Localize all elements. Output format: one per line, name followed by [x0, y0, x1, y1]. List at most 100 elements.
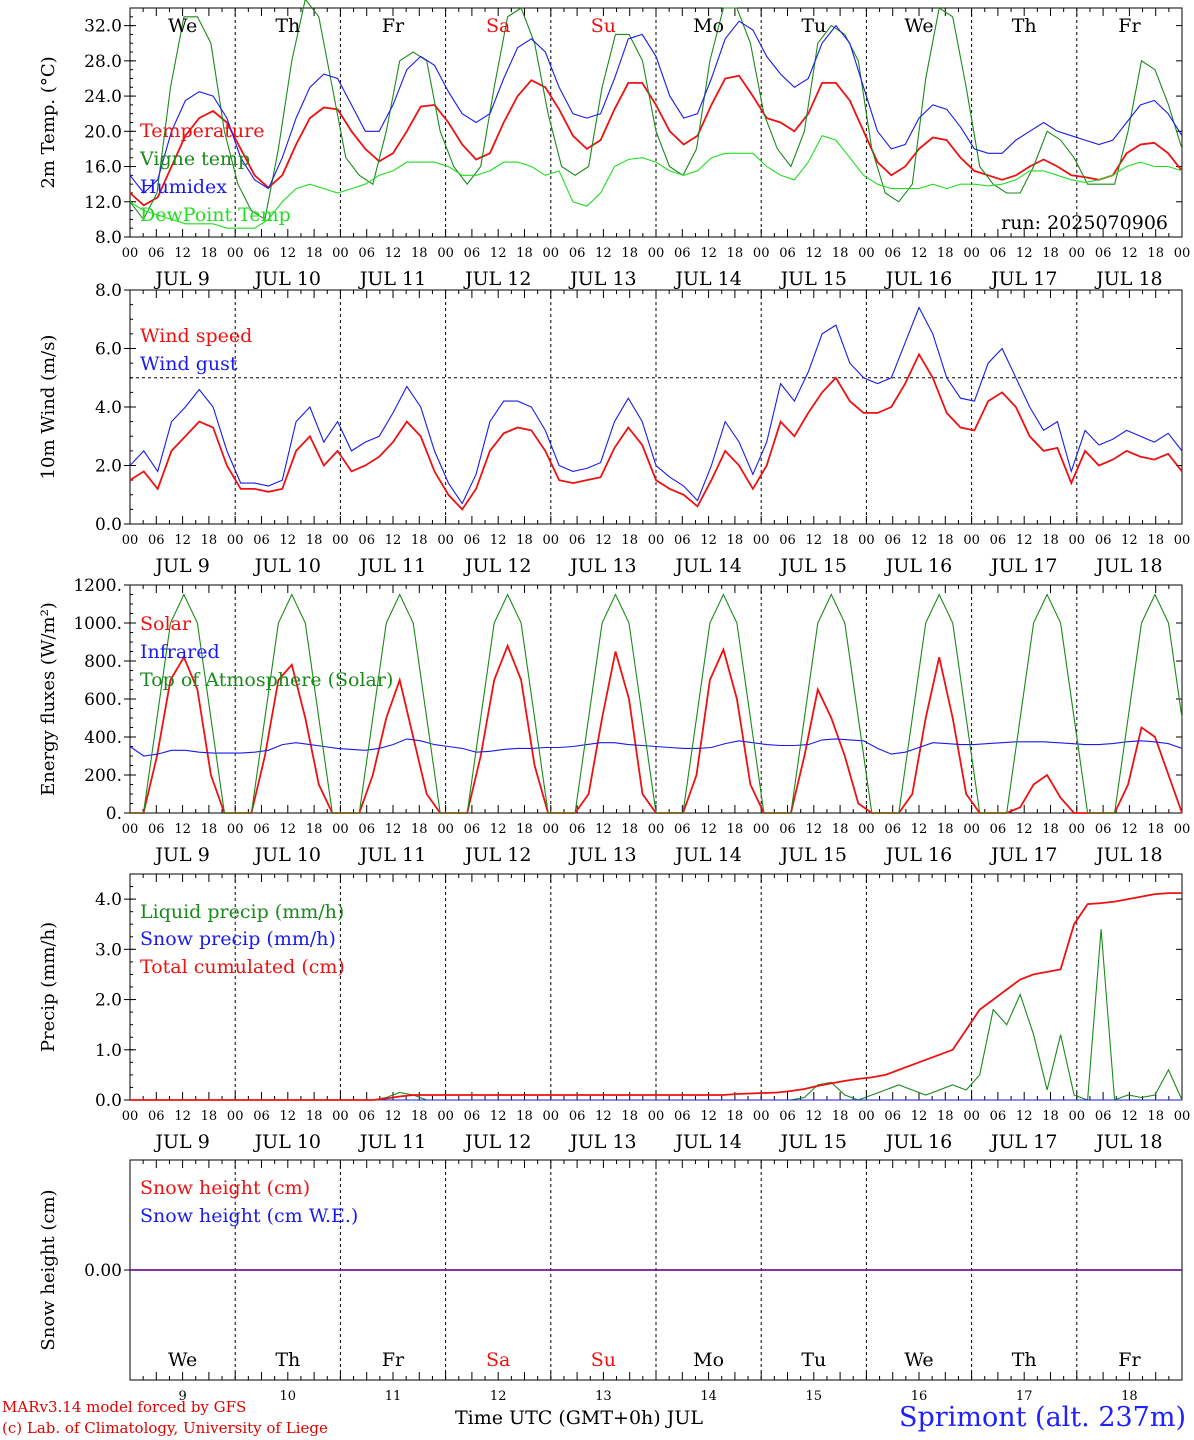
hour-tick-label: 12 — [700, 822, 717, 837]
series-line-wind-gust — [129, 306, 1183, 505]
date-label: JUL 17 — [989, 1131, 1057, 1153]
hour-tick-label: 06 — [253, 533, 270, 548]
date-label: JUL 15 — [779, 268, 847, 290]
series-line-wind-speed — [129, 352, 1183, 511]
series-line-temperature — [129, 74, 1183, 207]
weekday-label: Mo — [693, 1349, 724, 1371]
date-label: JUL 15 — [779, 555, 847, 577]
hour-tick-label: 00 — [332, 822, 349, 837]
hour-tick-label: 06 — [148, 822, 165, 837]
hour-tick-label: 06 — [990, 246, 1007, 261]
hour-tick-label: 00 — [332, 533, 349, 548]
y-tick-label: 24.0 — [84, 87, 122, 107]
hour-tick-label: 00 — [543, 246, 560, 261]
weekday-label: Th — [1012, 15, 1037, 37]
hour-tick-label: 06 — [779, 533, 796, 548]
y-tick-label: 1.0 — [95, 1041, 122, 1061]
y-axis-title: 2m Temp. (°C) — [38, 56, 59, 188]
hour-tick-label: 18 — [937, 533, 954, 548]
model-credit: MARv3.14 model forced by GFS — [2, 1398, 247, 1416]
hour-tick-label: 00 — [858, 533, 875, 548]
hour-tick-label: 00 — [753, 533, 770, 548]
date-label: JUL 10 — [253, 1131, 321, 1153]
hour-tick-label: 06 — [779, 822, 796, 837]
hour-tick-label: 06 — [358, 822, 375, 837]
date-label: JUL 16 — [884, 1131, 952, 1153]
hour-tick-label: 12 — [490, 533, 507, 548]
station-title: Sprimont (alt. 237m) — [899, 1402, 1186, 1433]
y-tick-label: 4.0 — [95, 398, 122, 418]
hour-tick-label: 06 — [1095, 822, 1112, 837]
legend-entry: Vigne temp — [139, 148, 250, 170]
hour-tick-label: 18 — [727, 822, 744, 837]
hour-tick-label: 06 — [674, 822, 691, 837]
hour-tick-label: 12 — [385, 246, 402, 261]
legend-entry: Snow height (cm W.E.) — [140, 1205, 358, 1227]
hour-tick-label: 06 — [253, 1109, 270, 1124]
y-tick-label: 2.0 — [95, 457, 122, 477]
weekday-label: Fr — [382, 1349, 405, 1371]
hour-tick-label: 18 — [201, 533, 218, 548]
hour-tick-label: 12 — [490, 1109, 507, 1124]
date-label: JUL 16 — [884, 555, 952, 577]
y-tick-label: 8.0 — [95, 281, 122, 301]
weekday-label: Fr — [1118, 15, 1141, 37]
legend-entry: Snow height (cm) — [140, 1177, 310, 1199]
hour-tick-label: 12 — [595, 822, 612, 837]
date-label: JUL 9 — [153, 555, 209, 577]
hour-tick-label: 18 — [201, 246, 218, 261]
weekday-label: We — [168, 15, 197, 37]
hour-tick-label: 18 — [937, 822, 954, 837]
hour-tick-label: 00 — [963, 1109, 980, 1124]
hour-tick-label: 00 — [437, 822, 454, 837]
y-tick-label: 28.0 — [84, 52, 122, 72]
hour-tick-label: 18 — [1042, 533, 1059, 548]
series-line-dewpoint-temp — [129, 135, 1183, 229]
hour-tick-label: 00 — [332, 246, 349, 261]
y-tick-label: 6.0 — [95, 340, 122, 360]
weekday-label: Su — [591, 1349, 616, 1371]
hour-tick-label: 00 — [437, 533, 454, 548]
hour-tick-label: 12 — [1121, 246, 1138, 261]
hour-tick-label: 06 — [990, 533, 1007, 548]
hour-tick-label: 12 — [280, 246, 297, 261]
hour-tick-label: 00 — [1174, 246, 1191, 261]
day-number-label: 16 — [911, 1389, 928, 1404]
date-label: JUL 17 — [989, 844, 1057, 866]
hour-tick-label: 06 — [253, 822, 270, 837]
day-number-label: 11 — [385, 1389, 402, 1404]
y-axis-title: 10m Wind (m/s) — [38, 335, 59, 480]
hour-tick-label: 00 — [1069, 1109, 1086, 1124]
hour-tick-label: 06 — [779, 1109, 796, 1124]
hour-tick-label: 18 — [1147, 533, 1164, 548]
hour-tick-label: 12 — [174, 533, 191, 548]
panel-5: 0.00 Snow height (cm) Snow height (cm) Snow… — [38, 1159, 1183, 1404]
hour-tick-label: 12 — [911, 822, 928, 837]
series-line-infrared — [129, 738, 1183, 757]
hour-tick-label: 00 — [648, 246, 665, 261]
hour-tick-label: 06 — [148, 1109, 165, 1124]
hour-tick-label: 18 — [832, 533, 849, 548]
hour-tick-label: 00 — [1069, 246, 1086, 261]
hour-tick-label: 06 — [884, 1109, 901, 1124]
hour-tick-label: 06 — [990, 822, 1007, 837]
hour-tick-label: 06 — [358, 1109, 375, 1124]
date-label: JUL 11 — [358, 1131, 426, 1153]
hour-tick-label: 00 — [437, 1109, 454, 1124]
hour-tick-label: 12 — [806, 822, 823, 837]
weekday-label: We — [904, 1349, 933, 1371]
hour-tick-label: 18 — [832, 1109, 849, 1124]
y-tick-label: 200. — [84, 766, 122, 786]
date-label: JUL 10 — [253, 268, 321, 290]
weekday-label: Sa — [486, 15, 510, 37]
hour-tick-label: 06 — [1095, 1109, 1112, 1124]
hour-tick-label: 12 — [595, 246, 612, 261]
hour-tick-label: 12 — [1121, 1109, 1138, 1124]
hour-tick-label: 06 — [1095, 246, 1112, 261]
hour-tick-label: 00 — [227, 1109, 244, 1124]
hour-tick-label: 12 — [280, 533, 297, 548]
date-label: JUL 9 — [153, 844, 209, 866]
hour-tick-label: 06 — [884, 822, 901, 837]
hour-tick-label: 12 — [1016, 822, 1033, 837]
